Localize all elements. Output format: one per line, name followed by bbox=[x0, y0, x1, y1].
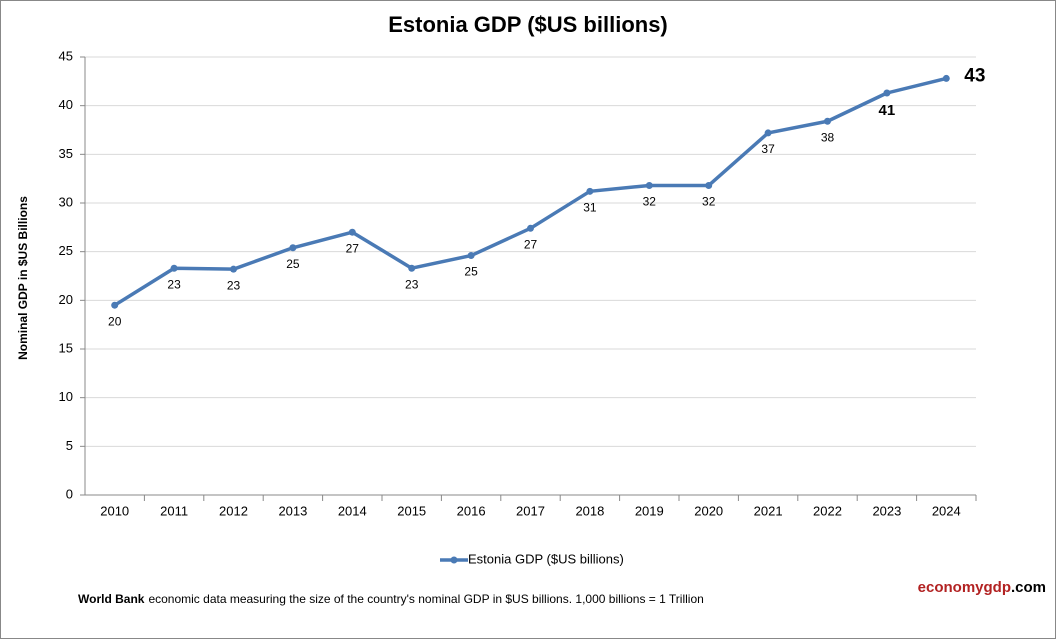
data-label: 32 bbox=[702, 195, 716, 209]
data-point bbox=[170, 264, 178, 272]
data-label: 27 bbox=[346, 241, 360, 255]
brand-suffix: .com bbox=[1011, 579, 1046, 596]
footer-source-text: economic data measuring the size of the … bbox=[148, 592, 703, 606]
legend-label: Estonia GDP ($US billions) bbox=[468, 551, 624, 566]
y-axis-label: Nominal GDP in $US Billions bbox=[16, 196, 30, 360]
data-label: 41 bbox=[879, 102, 896, 119]
y-tick-label: 5 bbox=[66, 438, 73, 453]
data-point bbox=[824, 117, 831, 125]
data-point bbox=[289, 244, 297, 252]
data-point bbox=[705, 181, 713, 189]
x-tick-label: 2015 bbox=[397, 503, 426, 518]
x-tick-label: 2013 bbox=[278, 503, 307, 518]
x-tick-label: 2018 bbox=[575, 503, 604, 518]
data-label: 32 bbox=[643, 195, 657, 209]
x-tick-label: 2020 bbox=[694, 503, 723, 518]
x-tick-label: 2017 bbox=[516, 503, 545, 518]
y-tick-label: 10 bbox=[59, 389, 73, 404]
y-tick-label: 0 bbox=[66, 486, 73, 501]
x-tick-label: 2023 bbox=[872, 503, 901, 518]
footer-source: World Bank economic data measuring the si… bbox=[78, 592, 704, 606]
data-label: 38 bbox=[821, 130, 835, 144]
legend-marker bbox=[450, 556, 458, 564]
x-tick-label: 2024 bbox=[932, 503, 961, 518]
data-point bbox=[408, 264, 416, 272]
data-point bbox=[942, 74, 950, 82]
data-label: 23 bbox=[227, 278, 241, 292]
brand-name: economygdp bbox=[918, 579, 1011, 596]
data-label: 20 bbox=[108, 314, 122, 328]
x-tick-label: 2022 bbox=[813, 503, 842, 518]
x-tick-label: 2010 bbox=[100, 503, 129, 518]
x-tick-label: 2021 bbox=[754, 503, 783, 518]
data-label: 23 bbox=[405, 277, 419, 291]
y-tick-label: 25 bbox=[59, 243, 73, 258]
y-tick-label: 30 bbox=[59, 194, 73, 209]
y-tick-label: 45 bbox=[59, 48, 73, 63]
data-label: 37 bbox=[761, 142, 775, 156]
data-point bbox=[230, 265, 237, 273]
y-tick-label: 15 bbox=[59, 340, 73, 355]
data-point bbox=[467, 252, 475, 260]
data-point bbox=[527, 224, 534, 232]
chart-title: Estonia GDP ($US billions) bbox=[388, 12, 668, 37]
data-point bbox=[586, 187, 594, 195]
footer-source-bold: World Bank bbox=[78, 592, 145, 606]
x-tick-label: 2016 bbox=[457, 503, 486, 518]
x-tick-label: 2014 bbox=[338, 503, 367, 518]
data-label: 43 bbox=[964, 65, 985, 86]
data-point bbox=[111, 301, 119, 309]
data-label: 25 bbox=[286, 257, 300, 271]
y-tick-label: 20 bbox=[59, 292, 73, 307]
brand: economygdp.com bbox=[918, 579, 1046, 596]
data-point bbox=[348, 228, 356, 236]
x-tick-label: 2011 bbox=[160, 503, 188, 518]
y-tick-label: 40 bbox=[59, 97, 73, 112]
data-point bbox=[883, 89, 891, 97]
data-label: 31 bbox=[583, 200, 597, 214]
data-label: 25 bbox=[464, 265, 478, 279]
data-label: 27 bbox=[524, 237, 538, 251]
x-tick-label: 2012 bbox=[219, 503, 248, 518]
data-point bbox=[764, 129, 772, 137]
x-tick-label: 2019 bbox=[635, 503, 664, 518]
data-label: 23 bbox=[167, 277, 181, 291]
data-point bbox=[645, 181, 653, 189]
y-tick-label: 35 bbox=[59, 146, 73, 161]
